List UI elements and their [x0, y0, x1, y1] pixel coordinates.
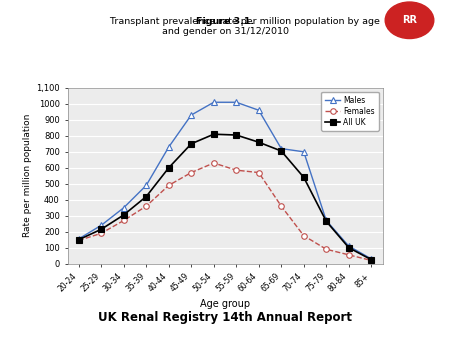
- X-axis label: Age group: Age group: [200, 299, 250, 309]
- Text: Transplant prevalence rate per million population by age
and gender on 31/12/201: Transplant prevalence rate per million p…: [71, 17, 379, 36]
- Legend: Males, Females, All UK: Males, Females, All UK: [321, 92, 379, 131]
- Text: UK Renal Registry 14th Annual Report: UK Renal Registry 14th Annual Report: [98, 312, 352, 324]
- Text: Figure 3.1.: Figure 3.1.: [196, 17, 254, 26]
- Circle shape: [385, 2, 434, 39]
- Y-axis label: Rate per million population: Rate per million population: [23, 114, 32, 238]
- Text: RR: RR: [402, 15, 417, 25]
